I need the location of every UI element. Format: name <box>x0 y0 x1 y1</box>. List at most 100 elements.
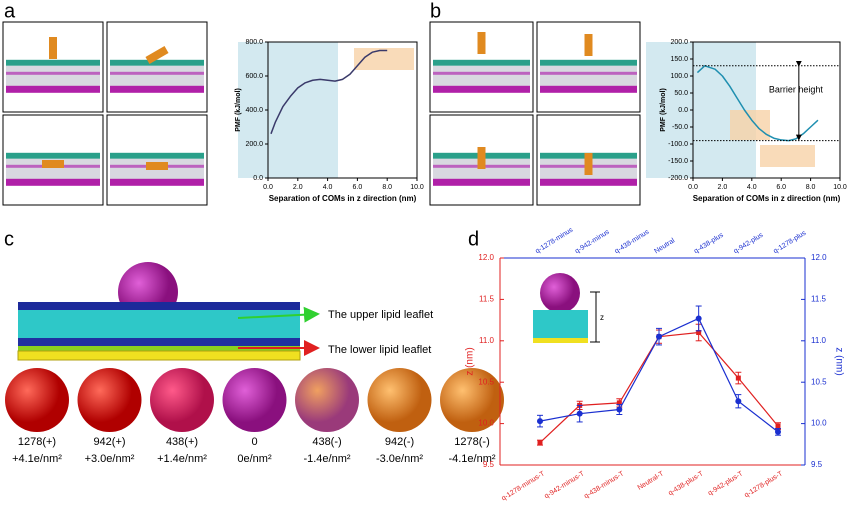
y-tick-label: 11.0 <box>479 336 495 345</box>
particle-density: -4.1e/nm² <box>448 453 495 465</box>
x-axis-label: Separation of COMs in z direction (nm) <box>269 194 417 203</box>
point <box>735 375 741 381</box>
particle-density: -3.0e/nm² <box>376 453 423 465</box>
head-group <box>433 59 530 66</box>
y-tick-label: -200.0 <box>668 175 688 182</box>
lipid-tails <box>433 65 530 88</box>
y2-tick-label: 12.0 <box>811 253 827 262</box>
y2-tick-label: 10.0 <box>811 419 827 428</box>
top-tick-label: q-942-plus <box>733 232 765 256</box>
point <box>775 428 781 435</box>
head-group <box>110 178 204 186</box>
panel-label: b <box>430 0 441 22</box>
leaflet-label: The upper lipid leaflet <box>328 309 433 321</box>
nanoparticle <box>77 368 142 432</box>
head-group <box>540 178 637 186</box>
point <box>695 315 702 322</box>
nanoparticle <box>5 368 69 432</box>
head-group <box>540 85 637 93</box>
y-tick-label: 600.0 <box>245 73 263 80</box>
point <box>616 400 622 406</box>
nanoparticle <box>222 368 287 432</box>
y-axis-label: z (nm) <box>465 347 476 375</box>
rod <box>584 153 593 175</box>
top-tick-label: q-1278-minus <box>534 226 574 255</box>
head-group <box>6 152 100 159</box>
y-tick-label: 150.0 <box>670 56 688 63</box>
top-tick-label: q-1278-plus <box>772 229 807 255</box>
background-image <box>238 42 338 178</box>
annotation: z <box>600 313 604 322</box>
series-line <box>539 331 779 444</box>
head-group <box>540 71 637 75</box>
top-tick-label: Neutral <box>653 237 676 255</box>
lipid-tails <box>6 65 100 88</box>
x-tick-label: q-942-minus-T <box>543 470 586 500</box>
y-axis-label: PMF (kJ/mol) <box>660 88 667 132</box>
lipid-tails <box>6 158 100 181</box>
x-tick-label: 8.0 <box>806 184 816 191</box>
inset-substrate <box>533 338 588 343</box>
point <box>735 398 742 405</box>
lipid-tails <box>433 158 530 181</box>
particle-charge: 438(-) <box>312 436 341 448</box>
y-tick-label: 400.0 <box>245 107 263 114</box>
point <box>656 333 662 340</box>
y-tick-label: 200.0 <box>670 39 688 46</box>
y-tick-label: 9.5 <box>483 460 495 469</box>
rod <box>146 162 168 170</box>
y2-tick-label: 11.5 <box>811 295 827 304</box>
annotation: Barrier height <box>769 84 824 94</box>
membrane-image <box>17 262 301 361</box>
head-group <box>110 152 204 159</box>
x-tick-label: 0.0 <box>263 184 273 191</box>
panel-label: d <box>468 228 479 250</box>
head-group <box>110 85 204 93</box>
x-tick-label: 6.0 <box>776 184 786 191</box>
particle-density: +1.4e/nm² <box>157 453 207 465</box>
particle-charge: 1278(-) <box>454 436 489 448</box>
particle-density: +3.0e/nm² <box>85 453 135 465</box>
x-tick-label: Neutral-T <box>637 470 666 492</box>
x-tick-label: q-438-plus-T <box>667 470 705 497</box>
head-group <box>433 85 530 93</box>
x-tick-label: 0.0 <box>688 184 698 191</box>
nanoparticle <box>440 368 504 432</box>
head-group <box>433 71 530 75</box>
point <box>616 406 623 413</box>
x-tick-label: 4.0 <box>747 184 757 191</box>
x-tick-label: 2.0 <box>293 184 303 191</box>
x-axis-label: Separation of COMs in z direction (nm) <box>693 194 841 203</box>
y-tick-label: 0.0 <box>253 175 263 182</box>
inset-membrane <box>533 310 588 338</box>
y-tick-label: 10.5 <box>478 377 494 386</box>
head-group <box>6 85 100 93</box>
point <box>537 418 543 425</box>
rod <box>145 46 169 64</box>
x-tick-label: 10.0 <box>833 184 847 191</box>
x-tick-label: q-438-minus-T <box>583 470 626 500</box>
curve <box>270 49 388 135</box>
y-tick-label: 11.5 <box>479 295 495 304</box>
rod <box>49 37 57 59</box>
background-image <box>354 48 414 70</box>
nanoparticle <box>295 368 359 432</box>
nanoparticle <box>150 368 214 432</box>
y-tick-label: 200.0 <box>245 141 263 148</box>
y-axis-label: PMF (kJ/mol) <box>235 88 242 132</box>
x-tick-label: 4.0 <box>323 184 333 191</box>
x-tick-label: q-1278-plus-T <box>743 470 784 499</box>
panel-label: c <box>4 228 14 250</box>
head-group <box>6 59 100 66</box>
lipid-tails <box>110 65 204 88</box>
y-tick-label: -150.0 <box>668 158 688 165</box>
x-tick-label: 8.0 <box>382 184 392 191</box>
x-tick-label: q-1278-minus-T <box>500 470 546 503</box>
point <box>696 330 702 336</box>
x-tick-label: q-942-plus-T <box>707 470 745 497</box>
y-tick-label: 50.0 <box>674 90 688 97</box>
x-tick-label: 10.0 <box>410 184 424 191</box>
particle-density: 0e/nm² <box>237 453 272 465</box>
rod <box>584 34 593 56</box>
